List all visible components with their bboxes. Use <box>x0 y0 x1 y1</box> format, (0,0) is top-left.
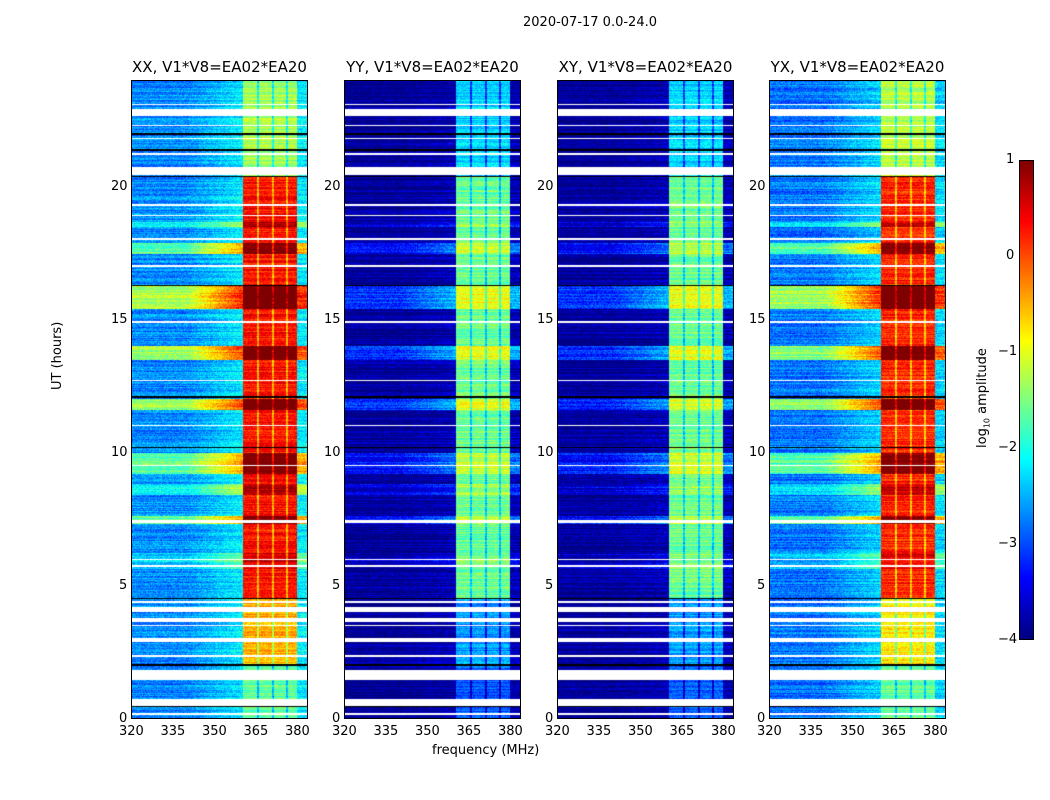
colorbar-tick-label: −3 <box>998 536 1018 551</box>
figure-title: 2020-07-17 0.0-24.0 <box>523 15 657 30</box>
panel-title: YY, V1*V8=EA02*EA20 <box>346 58 519 76</box>
y-tick-label: 10 <box>537 444 554 460</box>
x-tick-label: 335 <box>798 724 824 739</box>
y-tick-label: 15 <box>324 311 341 327</box>
y-tick-label: 5 <box>545 577 554 593</box>
y-tick-label: 20 <box>324 178 341 194</box>
colorbar-tick-label: 0 <box>1006 248 1015 263</box>
heatmap-image <box>770 81 945 718</box>
heatmap-image <box>345 81 520 718</box>
y-tick-label: 15 <box>111 311 128 327</box>
x-tick-label: 380 <box>922 724 948 739</box>
x-tick-label: 320 <box>332 724 357 739</box>
y-tick-label: 0 <box>757 711 766 726</box>
x-tick-label: 350 <box>201 724 227 739</box>
y-tick-label: 0 <box>332 711 341 726</box>
x-tick-label: 335 <box>586 724 612 739</box>
colorbar-tick-label: −2 <box>998 440 1018 455</box>
x-tick-label: 320 <box>119 724 144 739</box>
colorbar-label: log10 amplitude <box>975 348 992 448</box>
y-tick-label: 15 <box>749 311 766 327</box>
y-tick-label: 10 <box>749 444 766 460</box>
heatmap-panel-1 <box>344 80 521 719</box>
y-tick-label: 10 <box>111 444 128 460</box>
y-tick-label: 10 <box>324 444 341 460</box>
y-tick-label: 20 <box>537 178 554 194</box>
panel-title: YX, V1*V8=EA02*EA20 <box>770 58 945 76</box>
y-tick-label: 0 <box>119 711 128 726</box>
x-tick-label: 365 <box>243 724 269 739</box>
x-tick-label: 350 <box>839 724 865 739</box>
x-tick-label: 335 <box>160 724 186 739</box>
x-tick-label: 335 <box>373 724 399 739</box>
heatmap-panel-3 <box>769 80 946 719</box>
y-tick-label: 5 <box>332 577 341 593</box>
panel-title: XX, V1*V8=EA02*EA20 <box>132 58 307 76</box>
y-tick-label: 5 <box>119 577 128 593</box>
y-tick-label: 15 <box>537 311 554 327</box>
colorbar-tick-label: −1 <box>998 344 1018 359</box>
heatmap-image <box>558 81 733 718</box>
x-tick-label: 365 <box>456 724 482 739</box>
x-tick-label: 320 <box>757 724 782 739</box>
y-axis-label: UT (hours) <box>50 321 65 390</box>
heatmap-panel-2 <box>557 80 734 719</box>
x-tick-label: 350 <box>414 724 440 739</box>
x-tick-label: 320 <box>545 724 570 739</box>
y-tick-label: 20 <box>749 178 766 194</box>
x-tick-label: 365 <box>881 724 907 739</box>
x-tick-label: 350 <box>627 724 653 739</box>
x-axis-label: frequency (MHz) <box>432 743 540 758</box>
x-tick-label: 380 <box>710 724 736 739</box>
x-tick-label: 365 <box>669 724 695 739</box>
colorbar-tick-label: −4 <box>998 632 1018 647</box>
y-tick-label: 5 <box>757 577 766 593</box>
panel-title: XY, V1*V8=EA02*EA20 <box>558 58 733 76</box>
y-tick-label: 0 <box>545 711 554 726</box>
x-tick-label: 380 <box>497 724 523 739</box>
y-tick-label: 20 <box>111 178 128 194</box>
colorbar-tick-label: 1 <box>1006 152 1015 167</box>
heatmap-image <box>132 81 307 718</box>
colorbar <box>1019 160 1034 640</box>
x-tick-label: 380 <box>284 724 310 739</box>
heatmap-panel-0 <box>131 80 308 719</box>
